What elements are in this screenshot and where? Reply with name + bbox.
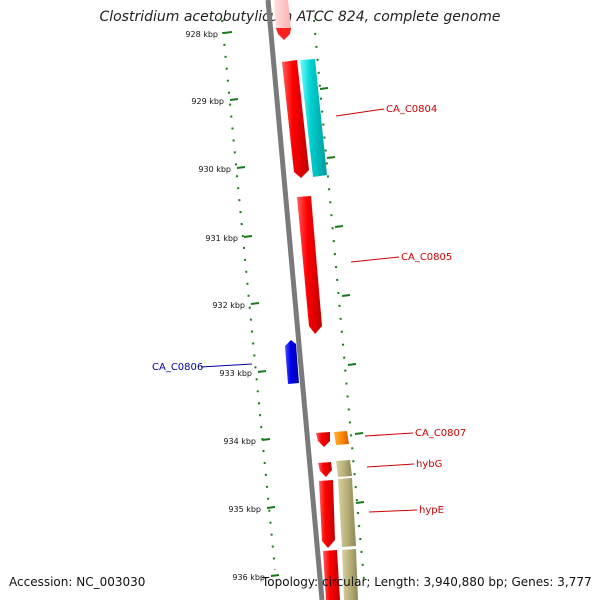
gene-bottom-red[interactable] bbox=[323, 550, 340, 600]
map-title: Clostridium acetobutylicum ATCC 824, com… bbox=[99, 9, 501, 25]
genome-backbone bbox=[265, 0, 325, 600]
gene-hybG[interactable] bbox=[318, 462, 332, 477]
tick-mark bbox=[250, 302, 260, 305]
tick-label: 928 kbp bbox=[185, 30, 218, 39]
tick-label: 936 kbp bbox=[232, 573, 265, 582]
feature-khaki-bottom[interactable] bbox=[342, 549, 358, 600]
tick-label: 930 kbp bbox=[198, 165, 231, 174]
tick-mark bbox=[229, 98, 239, 101]
tick-label: 931 kbp bbox=[205, 234, 238, 243]
gene-label-CA_C0806[interactable]: CA_C0806 bbox=[152, 362, 253, 373]
feature-khaki-hypE[interactable] bbox=[338, 478, 356, 547]
gene-CA_C0807[interactable] bbox=[316, 432, 330, 447]
gene-label-text[interactable]: hybG bbox=[416, 459, 442, 470]
kbp-scale: 928 kbp 929 kbp 930 kbp 931 kbp 932 kbp 933 k… bbox=[185, 30, 280, 582]
tick-mark bbox=[223, 31, 233, 34]
tick-mark bbox=[261, 438, 271, 441]
gene-label-text[interactable]: CA_C0807 bbox=[415, 428, 466, 439]
topology-text: Topology: circular; Length: 3,940,880 bp… bbox=[262, 575, 592, 589]
feature-orange-CA_C0807[interactable] bbox=[334, 431, 349, 445]
tick-label: 932 kbp bbox=[212, 301, 245, 310]
tick-label: 935 kbp bbox=[228, 505, 261, 514]
feature-cyan-CA_C0804[interactable] bbox=[300, 59, 327, 177]
feature-khaki-hybG[interactable] bbox=[336, 460, 352, 477]
tick-mark bbox=[257, 370, 267, 373]
gene-label-hypE[interactable]: hypE bbox=[368, 505, 444, 516]
tick-label: 933 kbp bbox=[219, 369, 252, 378]
gene-CA_C0804[interactable] bbox=[282, 60, 309, 178]
gene-label-CA_C0807[interactable]: CA_C0807 bbox=[364, 428, 466, 439]
gene-CA_C0806[interactable] bbox=[285, 340, 299, 384]
gene-label-hybG[interactable]: hybG bbox=[366, 459, 442, 470]
gene-label-CA_C0805[interactable]: CA_C0805 bbox=[350, 252, 452, 263]
tick-label: 934 kbp bbox=[223, 437, 256, 446]
tick-mark bbox=[270, 574, 280, 577]
outer-tick-track bbox=[313, 19, 365, 581]
gene-label-text[interactable]: CA_C0806 bbox=[152, 362, 203, 373]
tick-mark bbox=[243, 235, 253, 238]
tick-label: 929 kbp bbox=[191, 97, 224, 106]
feature-top-pink[interactable] bbox=[274, 0, 291, 40]
gene-label-text[interactable]: CA_C0804 bbox=[386, 104, 437, 115]
tick-mark bbox=[266, 506, 276, 509]
gene-hypE[interactable] bbox=[319, 480, 335, 548]
inner-tick-track bbox=[221, 19, 276, 571]
gene-label-text[interactable]: CA_C0805 bbox=[401, 252, 452, 263]
gene-CA_C0805[interactable] bbox=[297, 196, 322, 334]
tick-mark bbox=[236, 166, 246, 169]
gene-label-text[interactable]: hypE bbox=[419, 505, 444, 516]
accession-text: Accession: NC_003030 bbox=[9, 575, 146, 589]
gene-label-CA_C0804[interactable]: CA_C0804 bbox=[335, 104, 437, 117]
